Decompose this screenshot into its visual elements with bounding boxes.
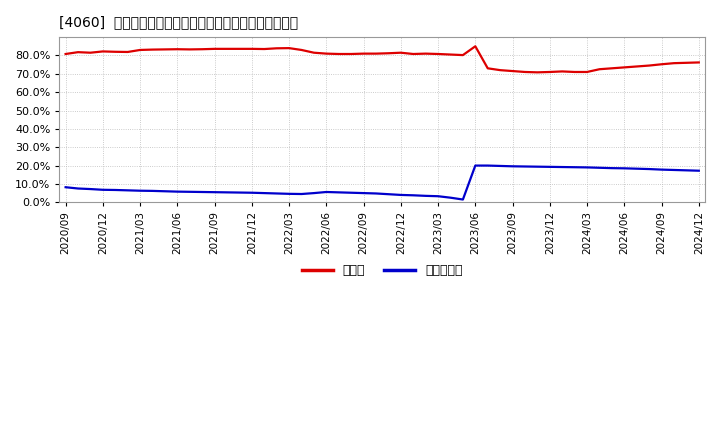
有利子負債 <box>695 168 703 173</box>
現預金 <box>111 49 120 55</box>
現預金 <box>61 51 70 57</box>
有利子負債 <box>285 191 294 197</box>
現預金 <box>695 60 703 65</box>
現預金 <box>483 66 492 71</box>
現預金 <box>471 44 480 49</box>
有利子負債 <box>446 195 455 200</box>
Line: 現預金: 現預金 <box>66 46 699 72</box>
Legend: 現預金, 有利子負債: 現預金, 有利子負債 <box>297 259 468 282</box>
有利子負債 <box>61 185 70 190</box>
有利子負債 <box>496 163 505 169</box>
Line: 有利子負債: 有利子負債 <box>66 165 699 199</box>
現預金 <box>359 51 368 56</box>
Text: [4060]  現預金、有利子負債の総資産に対する比率の推移: [4060] 現預金、有利子負債の総資産に対する比率の推移 <box>60 15 299 29</box>
有利子負債 <box>471 163 480 168</box>
有利子負債 <box>397 192 405 198</box>
有利子負債 <box>111 187 120 193</box>
有利子負債 <box>359 191 368 196</box>
現預金 <box>533 70 541 75</box>
現預金 <box>285 45 294 51</box>
現預金 <box>397 50 405 55</box>
有利子負債 <box>459 197 467 202</box>
現預金 <box>446 52 455 57</box>
